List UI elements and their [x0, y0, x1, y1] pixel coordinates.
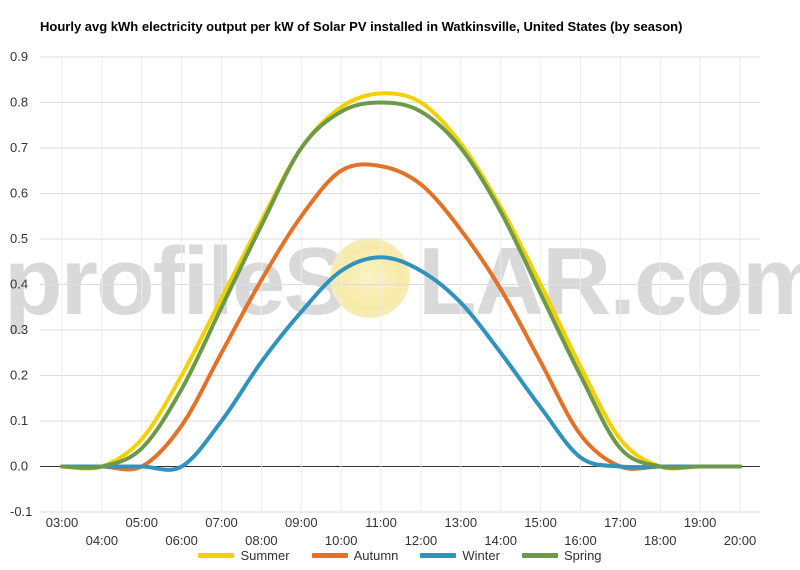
series-line-spring: [60, 100, 742, 470]
legend-swatch: [420, 553, 457, 558]
watermark-text-left: profileS: [4, 228, 347, 335]
watermark: profileS LAR.com: [0, 232, 800, 332]
y-tick-label: -0.1: [10, 504, 32, 519]
watermark-sun-icon: [330, 238, 410, 318]
x-tick-label: 14:00: [484, 533, 517, 548]
x-tick-label: 05:00: [125, 515, 158, 530]
watermark-text-right: LAR.com: [418, 228, 800, 335]
legend-item-winter[interactable]: Winter: [420, 548, 500, 563]
legend-item-spring[interactable]: Spring: [521, 548, 602, 563]
y-tick-label: 0.2: [10, 368, 28, 383]
y-tick-label: 0.6: [10, 186, 28, 201]
x-tick-label: 04:00: [86, 533, 119, 548]
legend-item-summer[interactable]: Summer: [198, 548, 290, 563]
x-tick-label: 15:00: [524, 515, 557, 530]
x-tick-label: 08:00: [245, 533, 278, 548]
legend-swatch: [311, 553, 348, 558]
x-tick-label: 09:00: [285, 515, 318, 530]
x-tick-label: 07:00: [205, 515, 238, 530]
y-tick-label: 0.9: [10, 49, 28, 64]
legend-label: Winter: [462, 548, 500, 563]
y-tick-label: 0.4: [10, 277, 28, 292]
x-tick-label: 16:00: [564, 533, 597, 548]
legend-swatch: [198, 553, 235, 558]
x-tick-label: 17:00: [604, 515, 637, 530]
legend-swatch: [521, 553, 558, 558]
x-tick-label: 19:00: [684, 515, 717, 530]
y-tick-label: 0.7: [10, 140, 28, 155]
x-tick-label: 10:00: [325, 533, 358, 548]
x-tick-label: 11:00: [365, 515, 397, 530]
series-line-autumn: [60, 162, 742, 472]
series-line-winter: [60, 255, 742, 472]
legend-item-autumn[interactable]: Autumn: [311, 548, 399, 563]
y-tick-label: 0.3: [10, 322, 28, 337]
x-tick-label: 18:00: [644, 533, 677, 548]
x-tick-label: 03:00: [46, 515, 79, 530]
y-tick-label: 0.8: [10, 95, 28, 110]
y-tick-label: 0.0: [10, 459, 28, 474]
legend-label: Autumn: [353, 548, 399, 563]
chart-title: Hourly avg kWh electricity output per kW…: [40, 19, 683, 34]
x-tick-label: 20:00: [724, 533, 757, 548]
legend-label: Summer: [240, 548, 290, 563]
legend-label: Spring: [563, 548, 602, 563]
x-tick-label: 06:00: [165, 533, 198, 548]
x-tick-label: 12:00: [405, 533, 438, 548]
y-tick-label: 0.1: [10, 413, 28, 428]
series-line-summer: [60, 91, 742, 471]
x-tick-label: 13:00: [445, 515, 478, 530]
y-tick-label: 0.5: [10, 231, 28, 246]
legend: Summer Autumn Winter Spring: [0, 548, 800, 563]
